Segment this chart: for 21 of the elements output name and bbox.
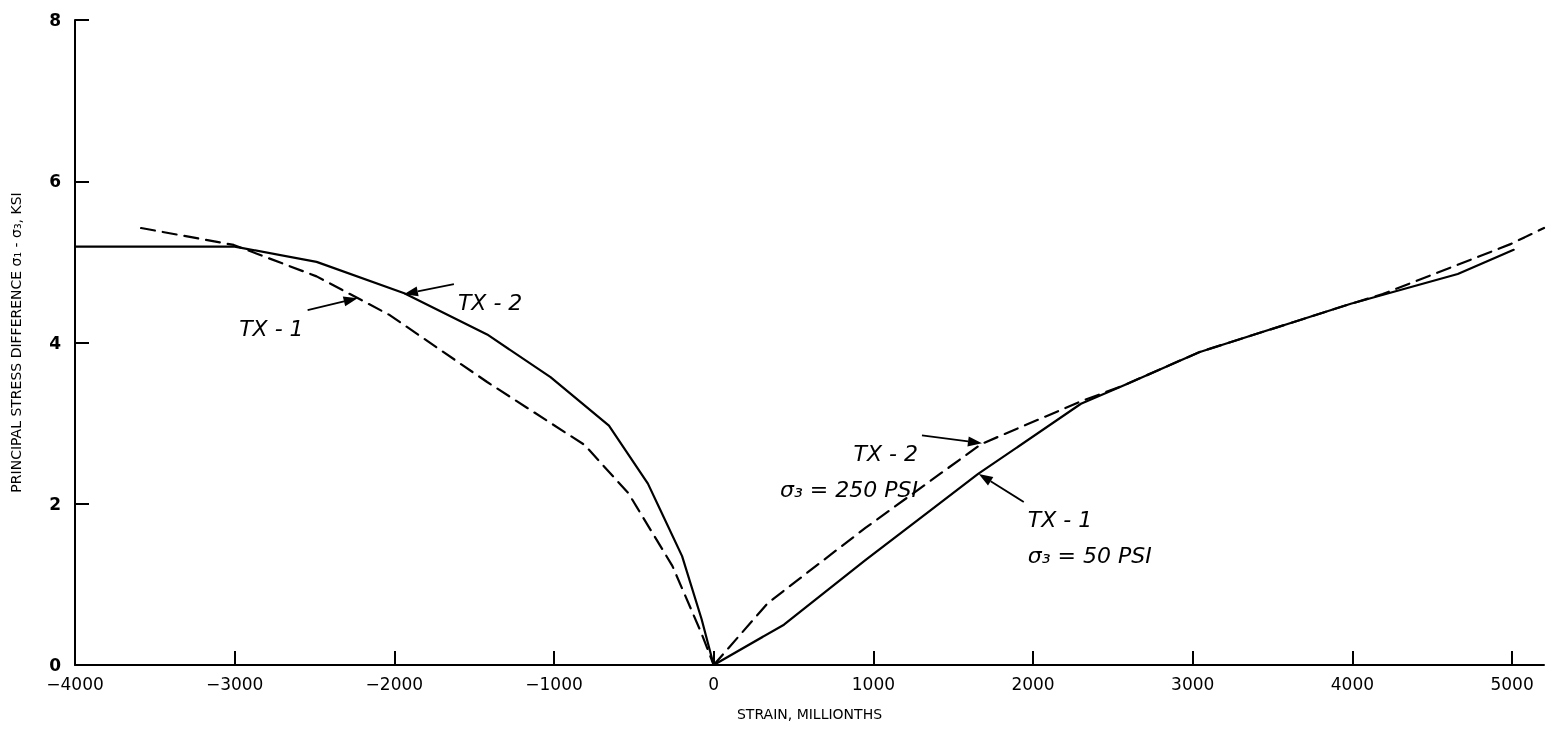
x-tick-label: 3000 xyxy=(1171,673,1215,694)
annotation: TX - 1 xyxy=(239,315,304,341)
y-tick-label: 8 xyxy=(49,10,61,30)
annotation: TX - 1 σ₃ = 50 PSI xyxy=(1027,507,1152,569)
x-tick-label: −4000 xyxy=(46,673,104,694)
y-tick-label: 6 xyxy=(49,171,61,192)
y-tick-label: 2 xyxy=(49,493,61,514)
x-tick-label: 4000 xyxy=(1330,673,1375,694)
x-tick-label: 2000 xyxy=(1011,673,1055,694)
y-tick-label: 0 xyxy=(49,655,62,675)
annotation: TX - 2 xyxy=(457,289,523,315)
x-tick-label: 1000 xyxy=(851,673,895,694)
x-axis-title: STRAIN, MILLIONTHS xyxy=(736,706,883,722)
x-tick-label: −3000 xyxy=(205,673,264,694)
annotation: TX - 2 σ₃ = 250 PSI xyxy=(780,440,918,502)
x-tick-label: 5000 xyxy=(1490,673,1534,694)
x-tick-label: −2000 xyxy=(365,673,424,694)
y-tick-label: 4 xyxy=(49,332,62,353)
x-tick-label: −1000 xyxy=(525,673,583,694)
x-tick-label: 0 xyxy=(708,673,720,694)
y-axis-title: PRINCIPAL STRESS DIFFERENCE σ₁ - σ₃, KSI xyxy=(8,192,24,493)
